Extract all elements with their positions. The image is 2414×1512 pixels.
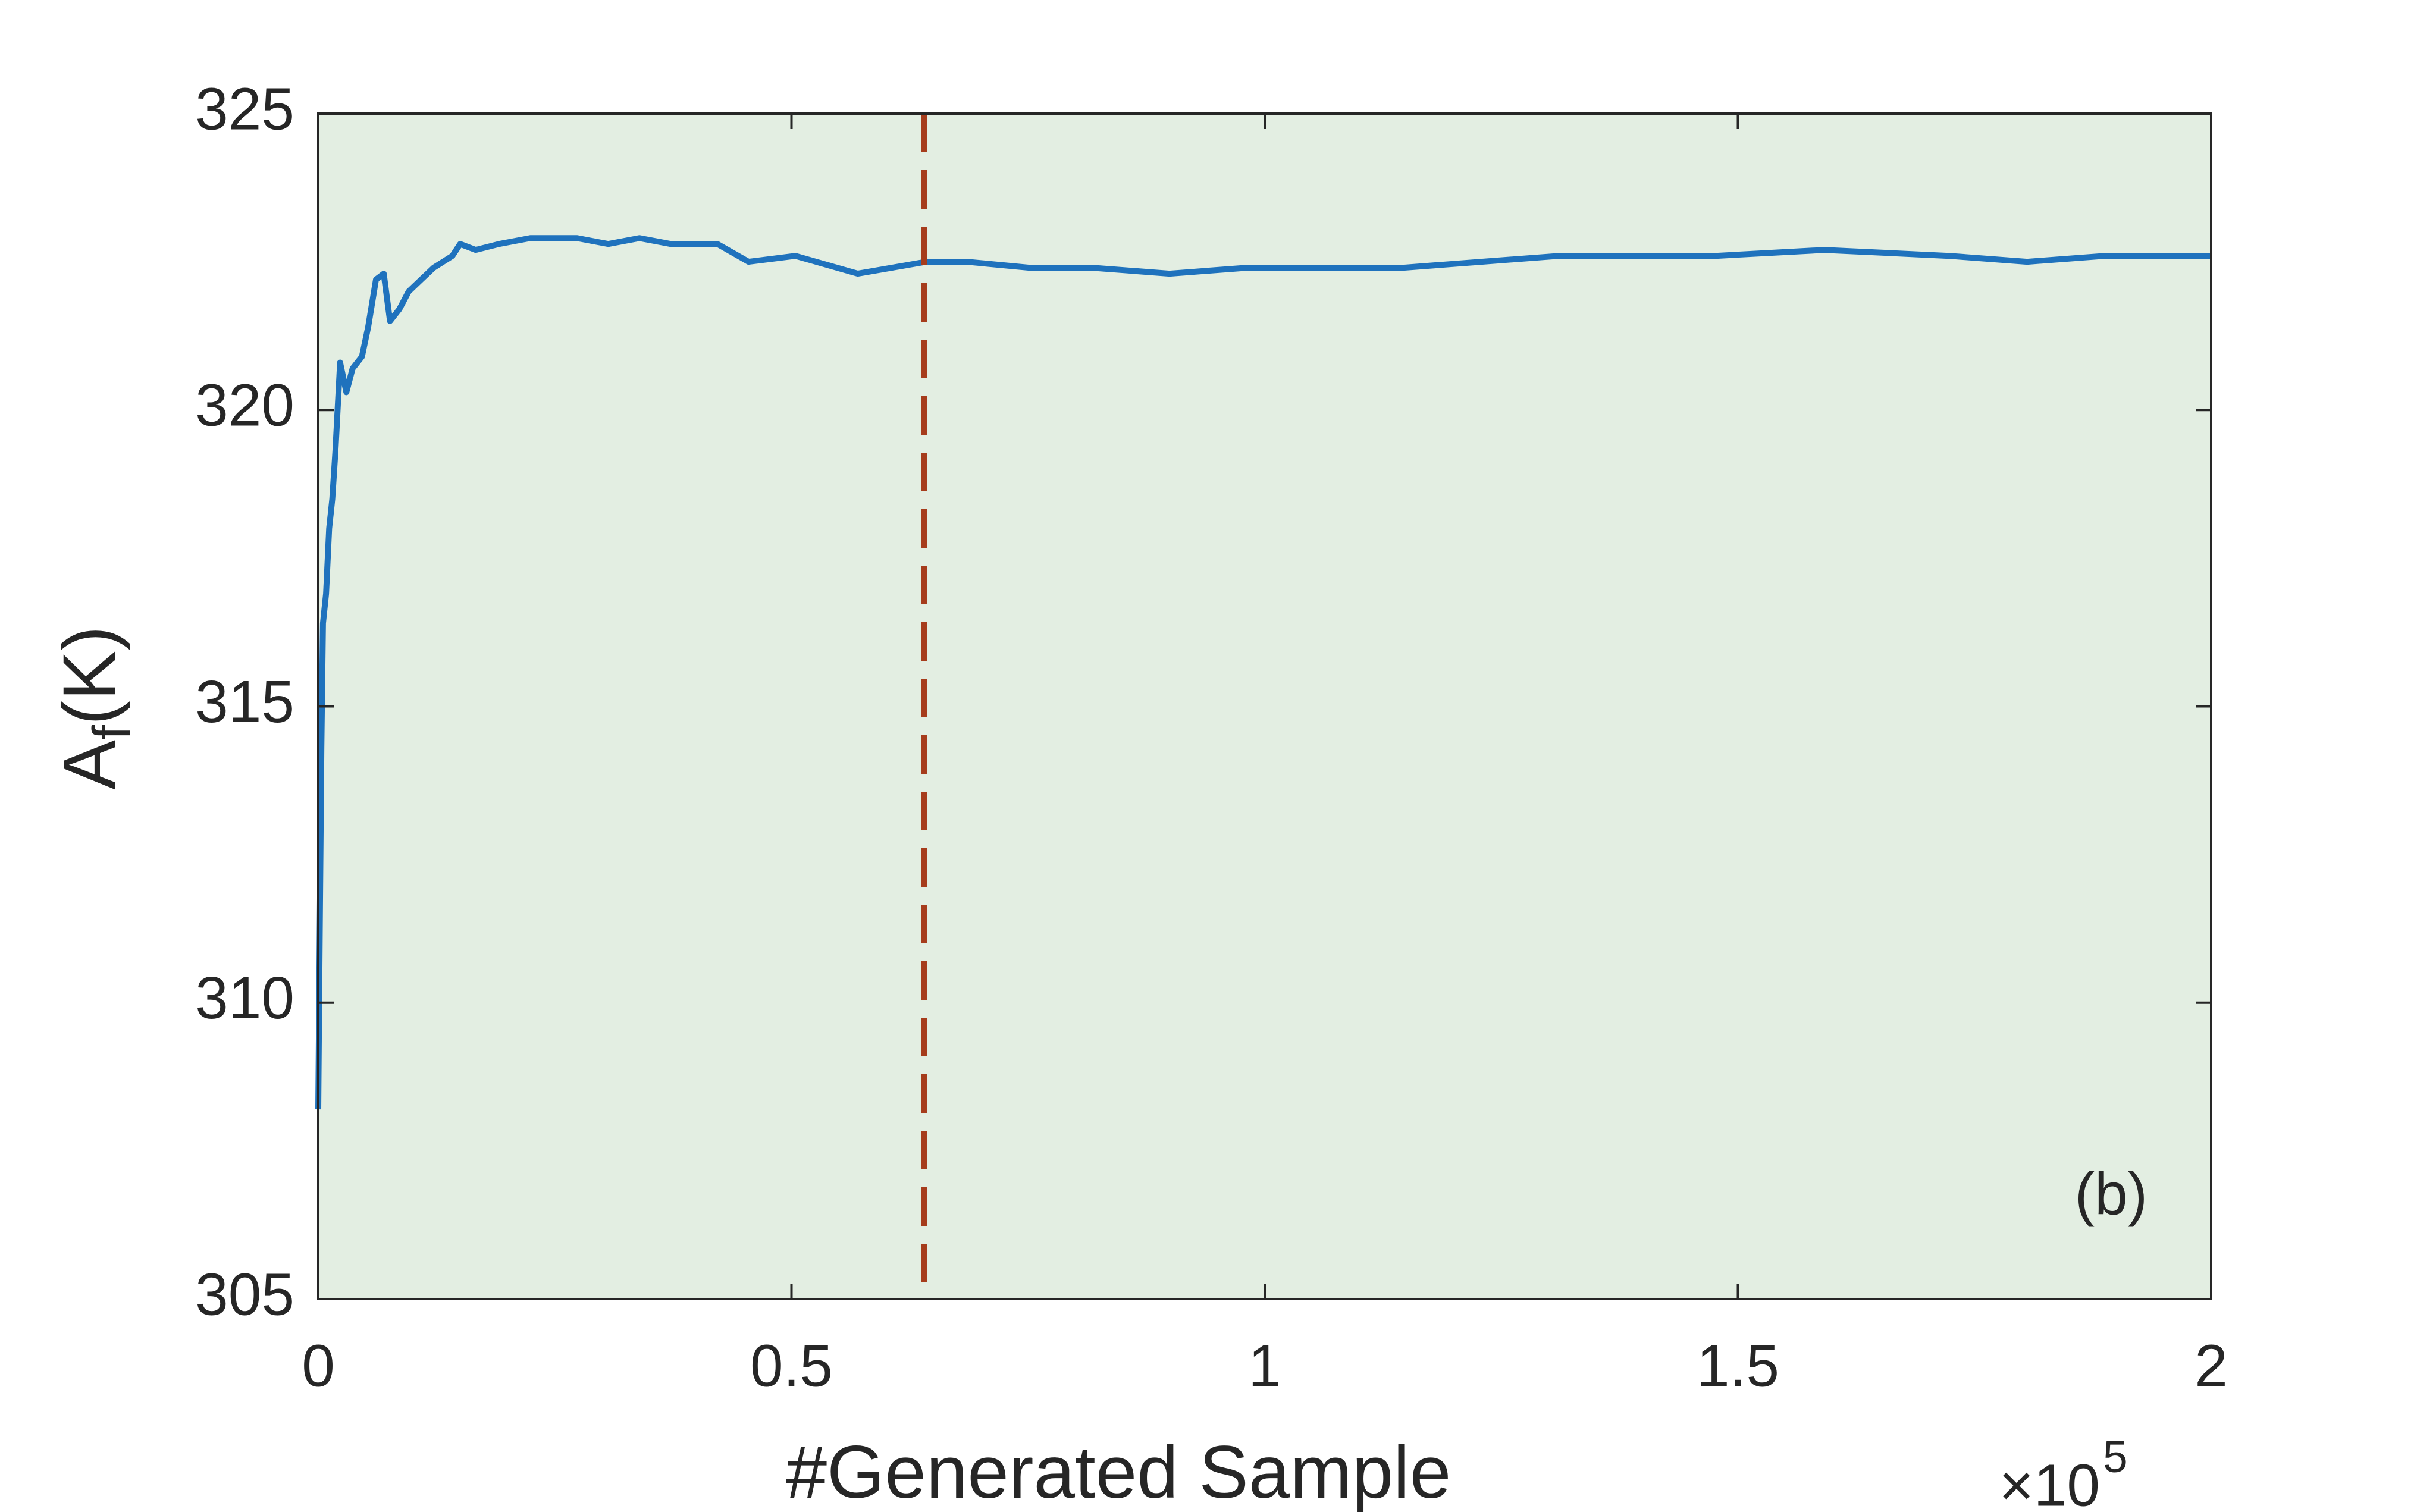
plot-area bbox=[318, 114, 2211, 1299]
y-axis-label-main: A bbox=[48, 740, 131, 790]
y-tick-label: 305 bbox=[195, 1261, 294, 1328]
x-axis-label: #Generated Sample bbox=[786, 1431, 1451, 1512]
x-tick-label: 1 bbox=[1248, 1332, 1281, 1399]
x-tick-label: 1.5 bbox=[1697, 1332, 1779, 1399]
x-tick-label: 0.5 bbox=[750, 1332, 833, 1399]
y-axis-label: Af(K) bbox=[48, 626, 142, 789]
y-axis-label-unit: (K) bbox=[48, 626, 131, 725]
y-tick-label: 325 bbox=[195, 76, 294, 142]
x-tick-label: 2 bbox=[2194, 1332, 2228, 1399]
annotation: (b) bbox=[2075, 1160, 2147, 1227]
x-multiplier: ×10 bbox=[1999, 1452, 2100, 1512]
x-multiplier-power: 5 bbox=[2103, 1432, 2128, 1482]
y-tick-label: 310 bbox=[195, 965, 294, 1031]
y-axis-label-subscript: f bbox=[83, 724, 142, 740]
data-line bbox=[315, 235, 2211, 1110]
x-tick-label: 0 bbox=[302, 1332, 335, 1399]
y-tick-label: 315 bbox=[195, 669, 294, 735]
y-tick-label: 320 bbox=[195, 372, 294, 439]
